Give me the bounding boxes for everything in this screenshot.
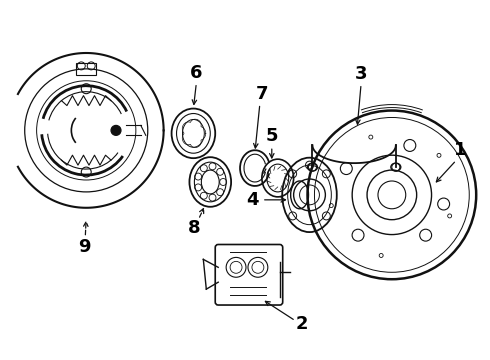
Bar	[76, 63, 96, 75]
Text: 5: 5	[266, 127, 278, 145]
Text: 6: 6	[190, 64, 203, 82]
Text: 3: 3	[355, 65, 368, 83]
Text: 1: 1	[454, 141, 466, 159]
Circle shape	[111, 125, 121, 135]
Text: 8: 8	[188, 219, 201, 237]
Text: 9: 9	[78, 238, 91, 256]
Text: 7: 7	[256, 85, 268, 103]
Text: 2: 2	[295, 315, 308, 333]
Text: 4: 4	[245, 191, 258, 209]
